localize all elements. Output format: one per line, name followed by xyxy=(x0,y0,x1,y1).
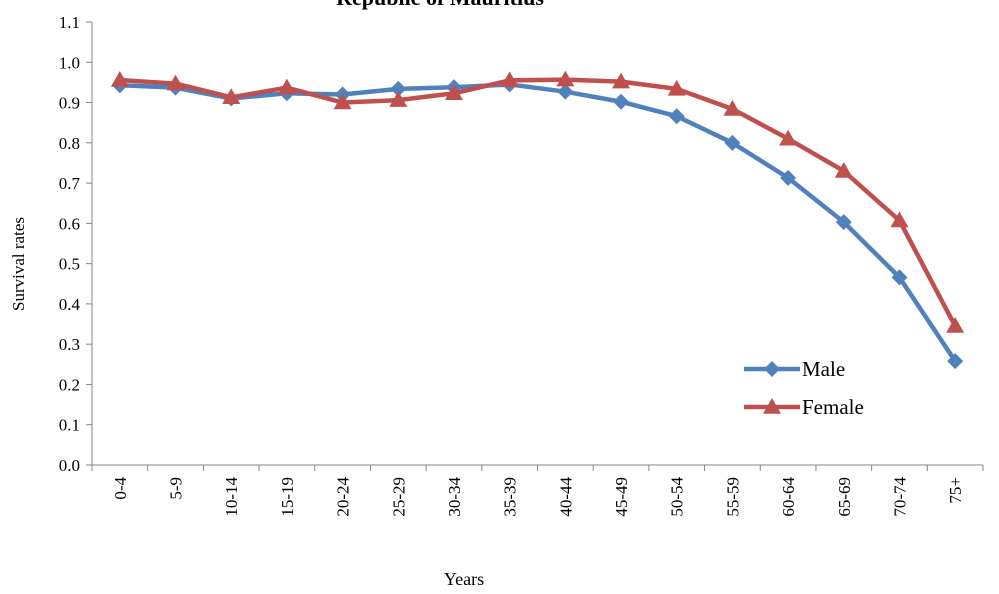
y-tick-label: 0.5 xyxy=(59,255,80,274)
data-point-male xyxy=(835,214,852,231)
legend-marker-triangle xyxy=(763,398,781,414)
y-tick-label: 0.8 xyxy=(59,134,80,153)
axes: 0.0 0.1 0.2 0.3 0.4 0.5 0.6 0.7 0.8 0.9 1.0 1.1 0-4 5… xyxy=(59,13,984,517)
data-point-male xyxy=(891,269,908,286)
legend: Male Female xyxy=(744,357,864,419)
legend-item-male: Male xyxy=(744,357,845,381)
y-tick-label: 1.0 xyxy=(59,53,80,72)
x-tick-label: 70-74 xyxy=(890,477,909,517)
x-tick-label: 20-24 xyxy=(334,477,353,517)
data-point-female xyxy=(222,88,241,105)
y-tick-label: 0.4 xyxy=(59,295,81,314)
x-tick-label: 15-19 xyxy=(278,477,297,517)
x-tick-label: 5-9 xyxy=(167,477,186,500)
x-tick-label: 60-64 xyxy=(779,477,798,517)
x-tick-label: 0-4 xyxy=(111,477,130,500)
series-layer xyxy=(110,70,965,370)
y-tick-label: 0.3 xyxy=(59,335,80,354)
y-tick-label: 0.0 xyxy=(59,456,80,475)
data-point-female xyxy=(834,162,853,178)
data-point-male xyxy=(613,93,630,110)
chart-title: Republic of Mauritius xyxy=(336,0,544,10)
y-tick-label: 1.1 xyxy=(59,13,80,32)
data-point-female xyxy=(779,129,798,146)
x-tick-label: 40-44 xyxy=(556,477,575,517)
series-male xyxy=(111,76,964,370)
data-point-female xyxy=(723,99,742,116)
x-tick-label: 45-49 xyxy=(612,477,631,517)
x-tick-label: 50-54 xyxy=(668,477,687,517)
x-tick-label: 65-69 xyxy=(835,477,854,517)
data-point-female xyxy=(277,78,296,95)
x-tick-label: 75+ xyxy=(946,477,965,504)
y-axis-label: Survival rates xyxy=(9,217,28,311)
data-point-male xyxy=(947,353,964,370)
data-point-female xyxy=(110,70,129,87)
legend-label: Male xyxy=(802,357,845,381)
data-point-female xyxy=(444,84,463,101)
data-point-female xyxy=(389,91,408,107)
y-tick-label: 0.7 xyxy=(59,174,81,193)
y-tick-label: 0.9 xyxy=(59,94,80,113)
series-line-male xyxy=(119,82,958,363)
legend-marker-diamond xyxy=(764,361,780,377)
y-tick-label: 0.2 xyxy=(59,375,80,394)
x-tick-label: 55-59 xyxy=(723,477,742,517)
data-point-female xyxy=(500,71,519,88)
x-tick-label: 25-29 xyxy=(389,477,408,517)
data-point-male xyxy=(780,169,797,186)
data-point-male xyxy=(668,108,685,125)
x-axis-label: Years xyxy=(444,569,484,589)
legend-label: Female xyxy=(802,395,864,419)
data-point-male xyxy=(724,134,741,151)
x-tick-label: 10-14 xyxy=(222,477,241,517)
data-point-female xyxy=(166,74,185,91)
data-point-female xyxy=(946,317,965,333)
y-tick-label: 0.6 xyxy=(59,214,80,233)
series-line-female xyxy=(119,77,958,328)
data-point-female xyxy=(612,72,631,89)
data-point-female xyxy=(667,79,686,96)
y-tick-label: 0.1 xyxy=(59,416,80,435)
data-point-female xyxy=(333,93,352,110)
x-tick-label: 35-39 xyxy=(501,477,520,517)
legend-item-female: Female xyxy=(744,395,864,419)
data-point-female xyxy=(890,211,909,228)
x-tick-label: 30-34 xyxy=(445,477,464,517)
data-point-male xyxy=(390,80,407,97)
data-point-male xyxy=(557,83,574,100)
series-female xyxy=(110,70,965,333)
data-point-female xyxy=(556,70,575,87)
